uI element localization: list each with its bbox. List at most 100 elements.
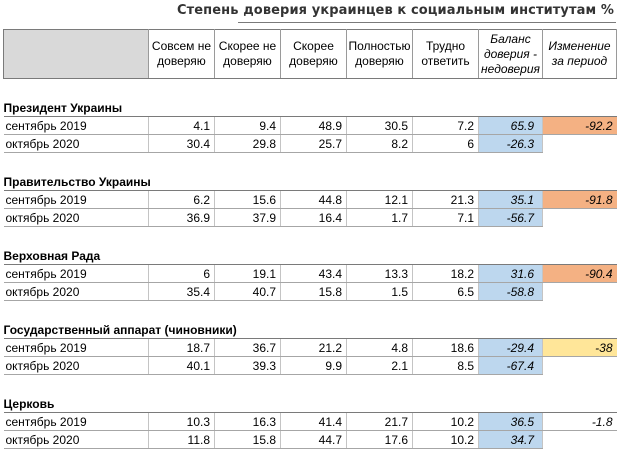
table-row: сентябрь 2019 6.2 15.6 44.8 12.1 21.3 35.1 -91.… (3, 190, 617, 209)
value-cell: 9.9 (280, 356, 347, 375)
column-header-3: Скорее доверяю (280, 29, 347, 79)
value-cell: 18.7 (148, 338, 215, 357)
section-header-row: Церковь (3, 393, 617, 413)
spacer-cell (4, 153, 617, 172)
section-spacer (4, 375, 617, 394)
table-row: октябрь 2020 11.8 15.8 44.7 17.6 10.2 34.7 (3, 430, 617, 449)
value-cell: 12.1 (346, 190, 413, 209)
change-empty-cell (542, 282, 617, 301)
section-spacer (4, 227, 617, 246)
change-cell: -90.4 (542, 264, 617, 283)
section-header-row: Верховная Рада (3, 245, 617, 265)
balance-cell: -67.4 (478, 356, 543, 375)
value-cell: 41.4 (280, 412, 347, 431)
value-cell: 1.7 (346, 208, 413, 227)
value-cell: 15.8 (214, 430, 281, 449)
column-header-line: Баланс (490, 31, 531, 46)
balance-cell: 31.6 (478, 264, 543, 283)
value-cell: 44.8 (280, 190, 347, 209)
column-header-line: ответить (421, 54, 470, 68)
column-header-line: Совсем не (151, 39, 212, 53)
value-cell: 19.1 (214, 264, 281, 283)
column-header-line: недоверия (481, 61, 540, 76)
column-header-2: Скорее не доверяю (214, 29, 281, 79)
spacer-cell (4, 79, 617, 98)
balance-cell: 36.5 (478, 412, 543, 431)
change-empty-cell (542, 430, 617, 449)
value-cell: 17.6 (346, 430, 413, 449)
table-row: сентябрь 2019 6 19.1 43.4 13.3 18.2 31.6 -90.4 (3, 264, 617, 283)
column-header-4: Полностью доверяю (346, 29, 413, 79)
value-cell: 2.1 (346, 356, 413, 375)
value-cell: 8.2 (346, 134, 413, 153)
table-row: октябрь 2020 35.4 40.7 15.8 1.5 6.5 -58.8 (3, 282, 617, 301)
column-header-1: Совсем не доверяю (148, 29, 215, 79)
chart-title: Степень доверия украинцев к социальным и… (176, 3, 614, 18)
period-label: сентябрь 2019 (3, 412, 149, 431)
column-header-line: доверяю (157, 54, 206, 68)
value-cell: 6.2 (148, 190, 215, 209)
table-row: сентябрь 2019 10.3 16.3 41.4 21.7 10.2 36.5 -1.… (3, 412, 617, 431)
column-header-line: доверяю (355, 54, 404, 68)
value-cell: 4.1 (148, 116, 215, 135)
chart-root: Степень доверия украинцев к социальным и… (3, 3, 617, 449)
balance-cell: 65.9 (478, 116, 543, 135)
change-empty-cell (542, 356, 617, 375)
value-cell: 11.8 (148, 430, 215, 449)
change-cell: -92.2 (542, 116, 617, 135)
value-cell: 13.3 (346, 264, 413, 283)
value-cell: 21.3 (412, 190, 479, 209)
value-cell: 10.2 (412, 412, 479, 431)
table-body: Президент Украины сентябрь 2019 4.1 9.4 48.9… (3, 79, 617, 449)
section-header-row: Правительство Украины (3, 171, 617, 191)
value-cell: 16.4 (280, 208, 347, 227)
value-cell: 10.2 (412, 430, 479, 449)
value-cell: 6.5 (412, 282, 479, 301)
section-header-row: Президент Украины (3, 97, 617, 117)
value-cell: 7.1 (412, 208, 479, 227)
value-cell: 48.9 (280, 116, 347, 135)
column-header-line: за период (551, 54, 608, 68)
value-cell: 40.7 (214, 282, 281, 301)
table-row: октябрь 2020 40.1 39.3 9.9 2.1 8.5 -67.4 (3, 356, 617, 375)
value-cell: 36.9 (148, 208, 215, 227)
table-row: сентябрь 2019 4.1 9.4 48.9 30.5 7.2 65.9 -92.2 (3, 116, 617, 135)
value-cell: 6 (412, 134, 479, 153)
value-cell: 8.5 (412, 356, 479, 375)
value-cell: 21.7 (346, 412, 413, 431)
value-cell: 21.2 (280, 338, 347, 357)
period-label: сентябрь 2019 (3, 116, 149, 135)
column-header-line: Изменение (548, 39, 611, 53)
value-cell: 30.5 (346, 116, 413, 135)
column-header-line: доверия - (483, 46, 538, 61)
section-title: Правительство Украины (3, 171, 617, 191)
value-cell: 36.7 (214, 338, 281, 357)
value-cell: 35.4 (148, 282, 215, 301)
section-spacer (4, 301, 617, 320)
column-header-5: Трудно ответить (412, 29, 479, 79)
header-row: Совсем не доверяю Скорее не доверяю Скорее до… (3, 29, 617, 79)
column-header-line: Полностью (348, 39, 411, 53)
section-header-row: Государственный аппарат (чиновники) (3, 319, 617, 339)
value-cell: 4.8 (346, 338, 413, 357)
value-cell: 6 (148, 264, 215, 283)
value-cell: 16.3 (214, 412, 281, 431)
period-label: октябрь 2020 (3, 208, 149, 227)
section-spacer (4, 79, 617, 98)
table-row: сентябрь 2019 18.7 36.7 21.2 4.8 18.6 -29.4 -38 (3, 338, 617, 357)
section-spacer (4, 153, 617, 172)
value-cell: 40.1 (148, 356, 215, 375)
section-title: Государственный аппарат (чиновники) (3, 319, 617, 339)
value-cell: 7.2 (412, 116, 479, 135)
balance-cell: 34.7 (478, 430, 543, 449)
period-label: сентябрь 2019 (3, 190, 149, 209)
value-cell: 29.8 (214, 134, 281, 153)
column-header-line: доверяю (223, 54, 272, 68)
value-cell: 44.7 (280, 430, 347, 449)
header-label-cell (3, 29, 149, 79)
column-header-line: доверяю (289, 54, 338, 68)
value-cell: 15.8 (280, 282, 347, 301)
value-cell: 37.9 (214, 208, 281, 227)
change-empty-cell (542, 208, 617, 227)
section-title: Церковь (3, 393, 617, 413)
